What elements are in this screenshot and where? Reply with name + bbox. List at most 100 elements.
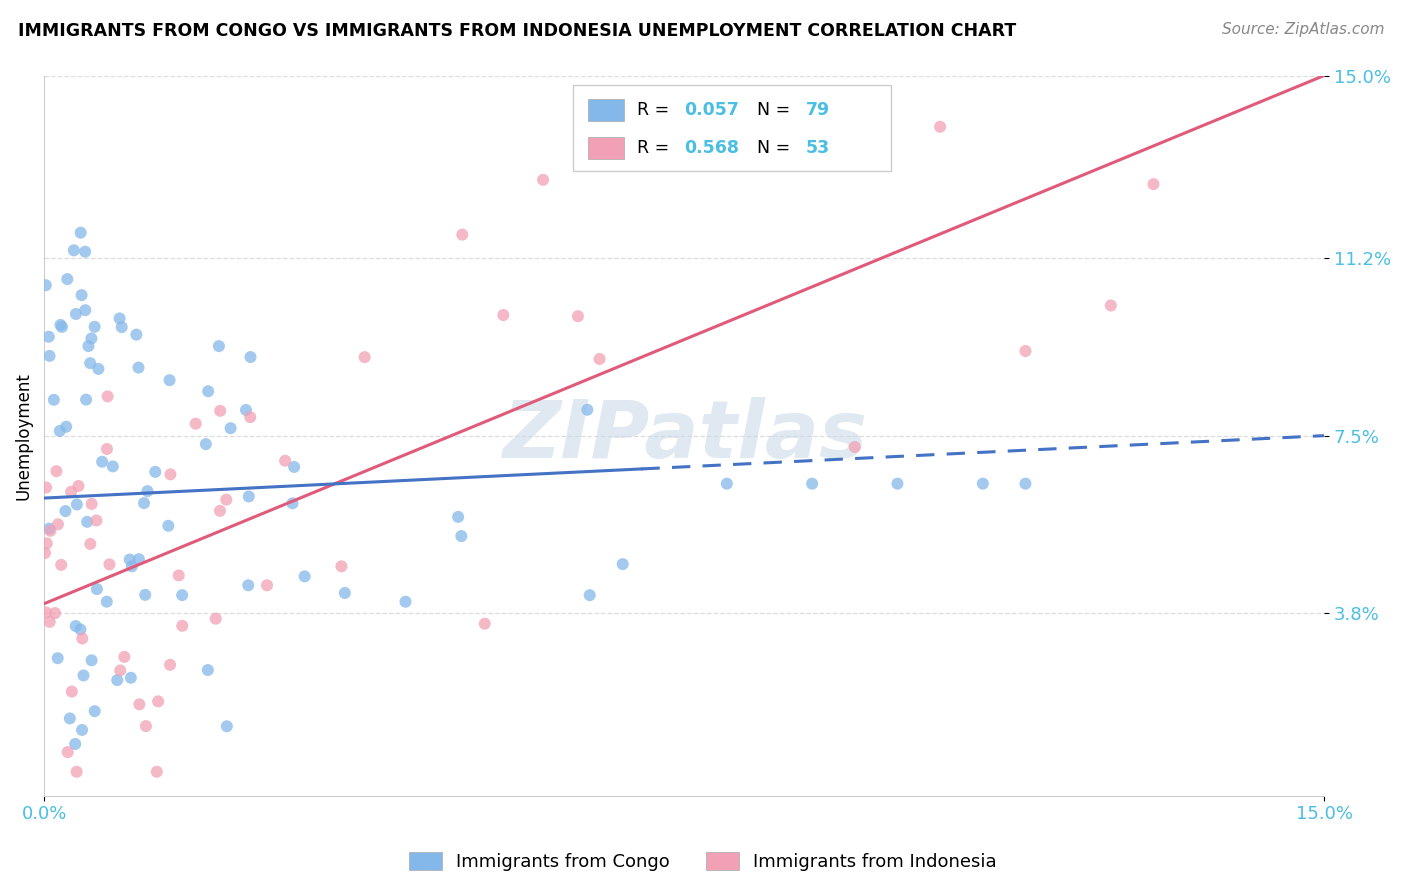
Point — [172, 619, 194, 633]
Point — [972, 476, 994, 491]
Point — [38, 615, 60, 629]
Point — [146, 764, 169, 779]
Point — [87, 362, 110, 376]
Point — [51, 558, 73, 572]
Point — [60, 484, 83, 499]
Point — [67, 479, 90, 493]
Point — [159, 373, 181, 387]
Point — [576, 402, 599, 417]
Point — [239, 410, 262, 425]
Point — [281, 496, 304, 510]
Text: 0.568: 0.568 — [685, 139, 740, 157]
Point — [56, 745, 79, 759]
Point — [46, 517, 69, 532]
Point — [77, 339, 100, 353]
Point — [492, 308, 515, 322]
Point — [65, 619, 87, 633]
Point — [235, 403, 257, 417]
Text: 0.057: 0.057 — [685, 101, 740, 120]
Point — [353, 350, 375, 364]
Point — [70, 288, 93, 302]
Point — [283, 459, 305, 474]
Point — [105, 673, 128, 687]
Point — [49, 424, 72, 438]
Point — [159, 657, 181, 672]
Point — [135, 719, 157, 733]
Point — [588, 351, 610, 366]
Point — [110, 664, 132, 678]
Point — [578, 588, 600, 602]
Text: 53: 53 — [806, 139, 830, 157]
Point — [612, 557, 634, 571]
Point — [96, 595, 118, 609]
Point — [394, 595, 416, 609]
Point — [35, 278, 58, 293]
Point — [55, 504, 77, 518]
Point — [63, 737, 86, 751]
Point — [128, 552, 150, 566]
Point — [101, 459, 124, 474]
Point — [34, 546, 56, 560]
Point — [86, 582, 108, 596]
Point — [274, 454, 297, 468]
Point — [75, 303, 97, 318]
Point — [209, 404, 232, 418]
Point — [35, 606, 58, 620]
Point — [157, 518, 180, 533]
Point — [1099, 298, 1122, 312]
Point — [128, 360, 150, 375]
Point — [91, 455, 114, 469]
Point — [215, 719, 238, 733]
Point — [208, 339, 231, 353]
Point — [42, 392, 65, 407]
Point — [194, 437, 217, 451]
Point — [70, 723, 93, 737]
Point — [75, 244, 97, 259]
Point — [531, 173, 554, 187]
Point — [929, 120, 952, 134]
Point — [97, 389, 120, 403]
Point — [167, 568, 190, 582]
Point — [146, 694, 169, 708]
Point — [197, 663, 219, 677]
Point — [35, 536, 58, 550]
Point — [844, 440, 866, 454]
Point — [72, 632, 94, 646]
Legend: Immigrants from Congo, Immigrants from Indonesia: Immigrants from Congo, Immigrants from I… — [402, 845, 1004, 879]
Point — [215, 492, 238, 507]
Point — [75, 392, 97, 407]
Point — [56, 272, 79, 286]
Text: IMMIGRANTS FROM CONGO VS IMMIGRANTS FROM INDONESIA UNEMPLOYMENT CORRELATION CHAR: IMMIGRANTS FROM CONGO VS IMMIGRANTS FROM… — [18, 22, 1017, 40]
Point — [83, 704, 105, 718]
Point — [219, 421, 242, 435]
Point — [66, 764, 89, 779]
Point — [256, 578, 278, 592]
Point — [333, 586, 356, 600]
Point — [38, 349, 60, 363]
Point — [111, 320, 134, 334]
Point — [38, 329, 60, 343]
Point — [120, 671, 142, 685]
Point — [172, 588, 194, 602]
Point — [159, 467, 181, 482]
Point — [69, 623, 91, 637]
Point — [134, 588, 156, 602]
Point — [447, 509, 470, 524]
Text: Source: ZipAtlas.com: Source: ZipAtlas.com — [1222, 22, 1385, 37]
Point — [112, 649, 135, 664]
Point — [204, 612, 226, 626]
Text: 79: 79 — [806, 101, 830, 120]
Point — [294, 569, 316, 583]
Point — [80, 653, 103, 667]
Point — [86, 514, 108, 528]
Point — [38, 522, 60, 536]
Point — [80, 331, 103, 345]
Point — [76, 515, 98, 529]
Point — [136, 484, 159, 499]
Point — [238, 578, 260, 592]
Point — [49, 318, 72, 332]
Point — [121, 559, 143, 574]
Point — [567, 309, 589, 323]
Point — [1014, 476, 1036, 491]
Point — [80, 497, 103, 511]
